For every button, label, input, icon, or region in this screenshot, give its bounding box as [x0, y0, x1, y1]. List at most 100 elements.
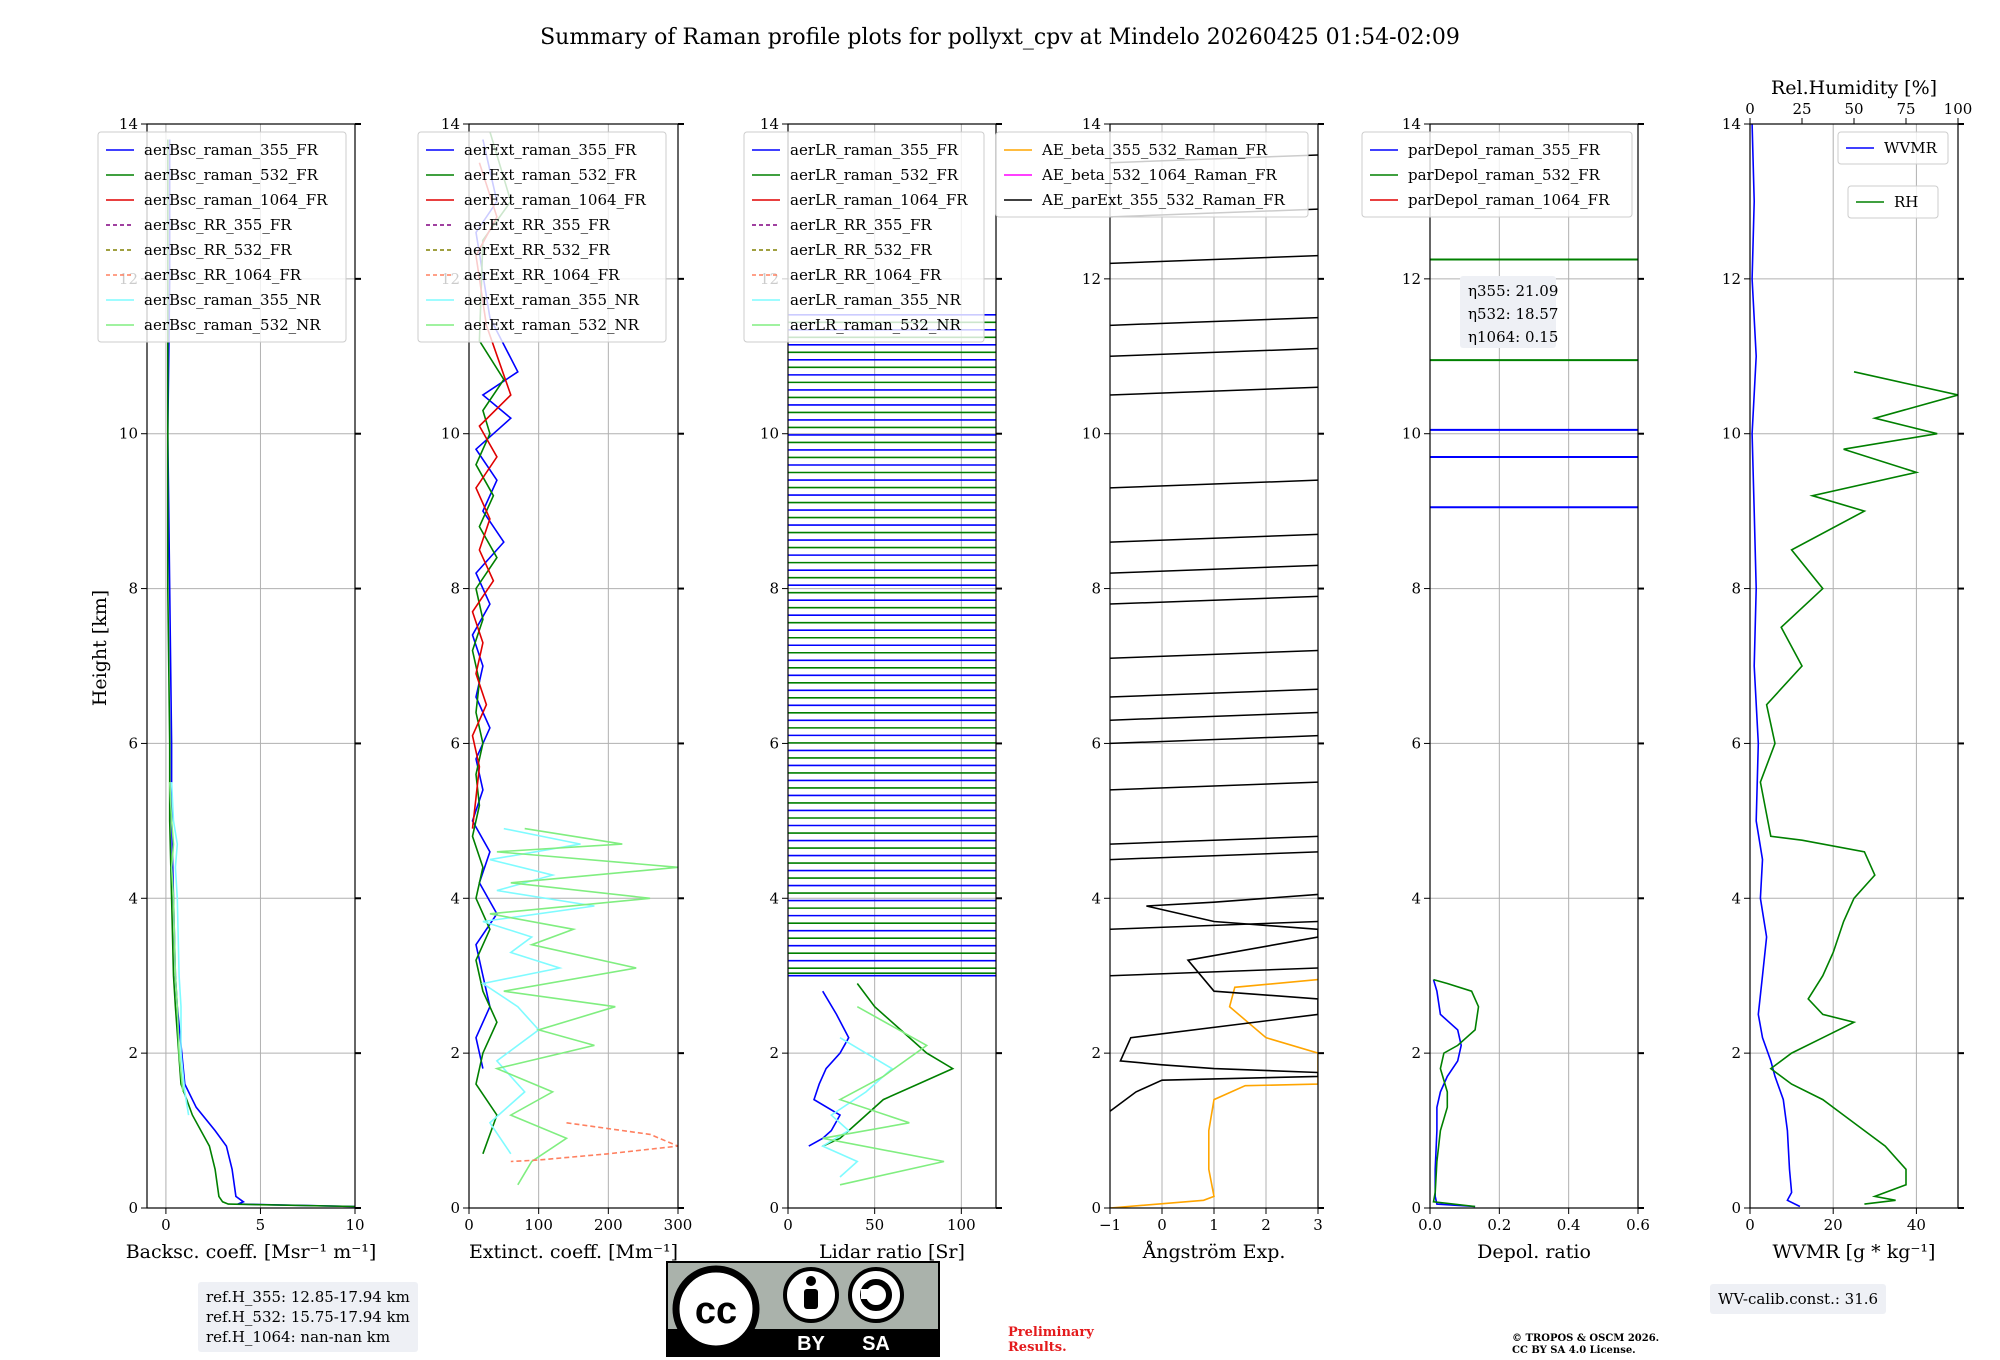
ae-segment — [1110, 920, 1318, 931]
y-tick-label: 10 — [119, 425, 138, 443]
x-tick-label: 10 — [345, 1216, 364, 1234]
ref-h-355: ref.H_355: 12.85-17.94 km — [206, 1288, 410, 1306]
axes-frame — [1749, 123, 1959, 1209]
x-tick-label: 0.6 — [1626, 1216, 1650, 1234]
series-aerExt_raman_532_FR — [471, 131, 512, 1155]
series-aerExt_raman_532_NR — [489, 827, 678, 1186]
y-tick-label: 2 — [1091, 1044, 1101, 1062]
series-AE_beta_355_532_Raman_FR — [1110, 978, 1318, 1208]
legend-label: aerExt_RR_1064_FR — [464, 266, 620, 284]
top-x-tick-label: 50 — [1844, 100, 1863, 118]
legend-box — [995, 131, 1309, 218]
y-tick-label: 10 — [1402, 425, 1421, 443]
svg-text:cc: cc — [695, 1290, 737, 1332]
legend-label: aerExt_RR_355_FR — [464, 216, 611, 234]
series-group — [1751, 124, 1958, 1208]
y-tick-label: 0 — [769, 1199, 779, 1217]
x-tick-label: 300 — [664, 1216, 693, 1234]
y-axis-label: Height [km] — [89, 590, 111, 706]
series-aerExt_raman_355_NR — [480, 827, 595, 1155]
ae-segment — [1110, 967, 1318, 977]
copyright-note: © TROPOS & OSCM 2026. CC BY SA 4.0 Licen… — [1512, 1333, 1660, 1356]
chart-title: Summary of Raman profile plots for polly… — [540, 25, 1460, 50]
legend-label: aerBsc_raman_355_FR — [144, 141, 319, 159]
top-x-tick-label: 25 — [1792, 100, 1811, 118]
legend-label: aerBsc_RR_1064_FR — [144, 266, 302, 284]
legend-label: aerLR_RR_355_FR — [790, 216, 932, 234]
x-tick-label: 40 — [1907, 1216, 1926, 1234]
series-aerBsc_raman_355_NR — [170, 782, 190, 1116]
reference-height-box: ref.H_355: 12.85-17.94 km ref.H_532: 15.… — [198, 1282, 418, 1352]
axes-frame — [146, 123, 356, 1209]
cc-by-sa-logo: cc BY SA — [666, 1261, 940, 1357]
x-tick-label: 0.0 — [1418, 1216, 1442, 1234]
y-tick-label: 8 — [1091, 580, 1101, 598]
y-tick-label: 4 — [128, 889, 138, 907]
x-tick-label: −1 — [1099, 1216, 1121, 1234]
legend-box — [1837, 131, 1949, 165]
panel-wv: 0 20 40 0 2 4 6 8 10 12 14 WVMR [g * kg⁻¹] 0 25 50 75 10… — [1722, 77, 1972, 1263]
ae-segment — [1110, 564, 1318, 574]
x-axis-label: Ångström Exp. — [1142, 1241, 1286, 1263]
axes-frame — [787, 123, 997, 1209]
x-tick-label: 0 — [161, 1216, 171, 1234]
series-group — [1430, 258, 1638, 1208]
x-tick-label: 0.4 — [1557, 1216, 1581, 1234]
ae-segment — [1110, 316, 1318, 327]
series-aerLR_raman_532_FR — [822, 983, 955, 1147]
series-aerLR_raman_532_NR — [822, 1006, 945, 1186]
legend-label: aerLR_raman_532_NR — [790, 316, 961, 334]
y-tick-label: 0 — [450, 1199, 460, 1217]
top-x-tick-label: 100 — [1944, 100, 1973, 118]
ae-segment — [1110, 386, 1318, 396]
ae-segment — [1110, 688, 1318, 698]
legend-label: aerBsc_raman_532_NR — [144, 316, 321, 334]
legend-label: aerLR_raman_1064_FR — [790, 191, 968, 209]
x-axis-label: Backsc. coeff. [Msr⁻¹ m⁻¹] — [126, 1241, 377, 1263]
legend-label: aerExt_raman_355_FR — [464, 141, 637, 159]
ae-segment — [1110, 835, 1318, 845]
x-tick-label: 20 — [1824, 1216, 1843, 1234]
y-tick-label: 12 — [1402, 270, 1421, 288]
x-axis-label: Extinct. coeff. [Mm⁻¹] — [469, 1241, 678, 1263]
legend-label: aerBsc_raman_532_FR — [144, 166, 319, 184]
y-tick-label: 8 — [450, 580, 460, 598]
y-tick-label: 0 — [1091, 1199, 1101, 1217]
legend-label: parDepol_raman_1064_FR — [1408, 191, 1610, 209]
y-tick-label: 10 — [1082, 425, 1101, 443]
y-tick-label: 6 — [128, 734, 138, 752]
eta-annotation-line: η532: 18.57 — [1468, 305, 1558, 323]
y-tick-label: 4 — [1091, 889, 1101, 907]
eta-annotation-line: η355: 21.09 — [1468, 282, 1558, 300]
y-tick-label: 8 — [1411, 580, 1421, 598]
axes-frame — [1429, 123, 1639, 1209]
ae-segment — [1110, 533, 1318, 543]
x-tick-label: 50 — [865, 1216, 884, 1234]
cc-icon — [672, 1265, 760, 1353]
ae-segment — [1110, 254, 1318, 265]
panel-ext: 010020030002468101214Extinct. coeff. [Mm… — [417, 115, 693, 1263]
x-axis-label: Depol. ratio — [1477, 1241, 1591, 1263]
y-tick-label: 10 — [760, 425, 779, 443]
legend-label: RH — [1894, 193, 1918, 211]
legend-label: AE_beta_532_1064_Raman_FR — [1041, 166, 1277, 184]
legend-label: aerExt_raman_1064_FR — [464, 191, 646, 209]
legend-label: aerExt_raman_532_FR — [464, 166, 637, 184]
x-tick-label: 100 — [524, 1216, 553, 1234]
wv-calibration-box: WV-calib.const.: 31.6 — [1710, 1284, 1887, 1314]
y-tick-label: 14 — [1722, 115, 1741, 133]
y-tick-label: 4 — [769, 889, 779, 907]
legend-label: aerBsc_RR_532_FR — [144, 241, 292, 259]
x-tick-label: 100 — [947, 1216, 976, 1234]
sa-share-icon — [848, 1267, 904, 1323]
x-tick-label: 0.2 — [1487, 1216, 1511, 1234]
y-tick-label: 0 — [1411, 1199, 1421, 1217]
y-tick-label: 0 — [128, 1199, 138, 1217]
legend-label: aerBsc_raman_355_NR — [144, 291, 321, 309]
y-tick-label: 8 — [128, 580, 138, 598]
x-axis-label: Lidar ratio [Sr] — [819, 1241, 965, 1263]
y-tick-label: 8 — [769, 580, 779, 598]
panel-lr: 05010002468101214Lidar ratio [Sr]aerLR_r… — [743, 115, 1002, 1263]
y-tick-label: 2 — [1411, 1044, 1421, 1062]
y-tick-label: 2 — [128, 1044, 138, 1062]
